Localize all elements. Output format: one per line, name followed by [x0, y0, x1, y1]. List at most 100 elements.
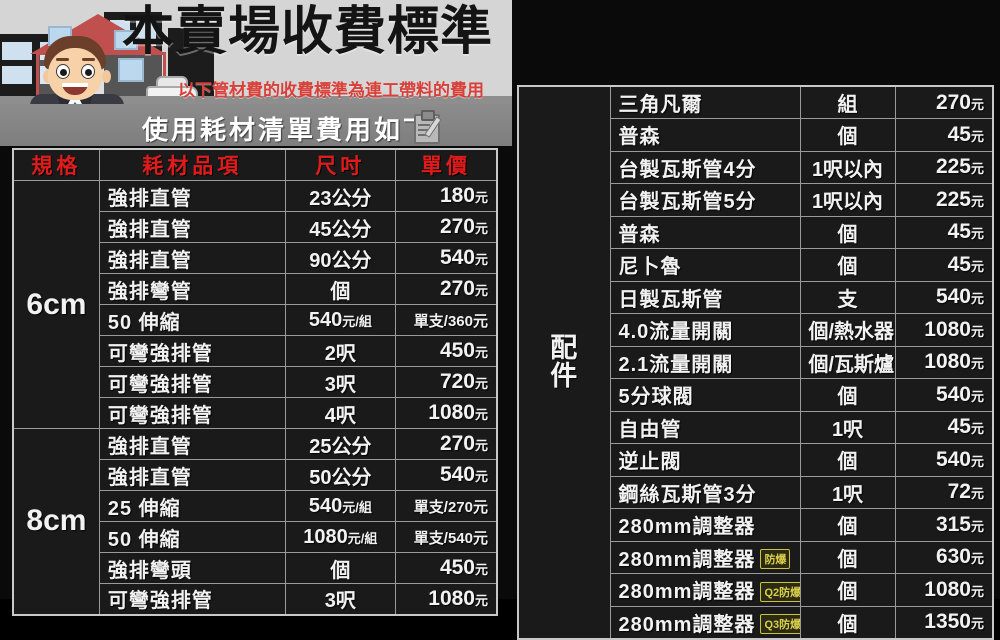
- item-name-cell: 強排直管: [98, 459, 286, 491]
- item-label: 強排直管: [107, 466, 192, 489]
- item-label: 可彎強排管: [107, 373, 213, 396]
- table-row: 配件三角凡爾 組 270元: [517, 85, 994, 639]
- table-row: 強排彎管 個 270元: [13, 273, 498, 305]
- item-label: 50 伸縮: [107, 528, 181, 551]
- item-label: 4.0流量開關: [618, 321, 734, 344]
- item-label: 2.1流量開關: [618, 353, 734, 376]
- item-name-cell: 普森: [609, 215, 801, 249]
- item-label: 280mm調整器: [618, 613, 756, 636]
- item-name-cell: 尼卜魯: [609, 248, 801, 282]
- column-header-3: 單價: [395, 148, 498, 181]
- size-cell: 4呎: [284, 397, 397, 429]
- size-cell: 1呎以內: [799, 183, 896, 217]
- table-row: 強排直管 90公分 540元: [13, 242, 498, 274]
- table-row: 尼卜魯 個 45元: [518, 248, 994, 282]
- item-label: 50 伸縮: [107, 311, 181, 334]
- table-row: 強排直管 45公分 270元: [13, 211, 498, 243]
- item-name-cell: 台製瓦斯管4分: [609, 150, 801, 184]
- building-window: [2, 66, 32, 84]
- unit-price-cell: 180元: [395, 180, 498, 212]
- item-label: 強排直管: [107, 435, 192, 458]
- size-cell: 1呎: [799, 475, 896, 509]
- mascot-eyebrow: [56, 58, 69, 61]
- item-name-cell: 280mm調整器Q3防爆附表: [609, 605, 801, 639]
- size-cell: 1呎: [799, 410, 896, 444]
- size-cell: 個/瓦斯爐: [799, 345, 896, 379]
- table-row: 5分球閥 個 540元: [518, 378, 994, 412]
- table-row: 日製瓦斯管 支 540元: [518, 280, 994, 314]
- item-name-cell: 可彎強排管: [98, 583, 286, 615]
- unit-price-cell: 1080元: [395, 397, 498, 429]
- item-label: 強排彎管: [107, 280, 192, 303]
- unit-price-cell: 270元: [395, 428, 498, 460]
- item-name-cell: 280mm調整器 防爆: [609, 540, 801, 574]
- unit-price-cell: 540元: [894, 378, 994, 412]
- table-row: 50 伸縮 1080元/組 單支/540元: [13, 521, 498, 553]
- mascot-eye: [56, 64, 70, 79]
- size-cell: 25公分: [284, 428, 397, 460]
- unit-price-cell: 單支/270元: [395, 490, 498, 522]
- unit-price-cell: 45元: [894, 215, 994, 249]
- table-row: 50 伸縮 540元/組 單支/360元: [13, 304, 498, 336]
- unit-price-cell: 315元: [894, 508, 994, 542]
- column-header-2: 尺吋: [284, 148, 397, 181]
- accessories-group-label: 配件: [517, 85, 611, 639]
- table-row: 可彎強排管 3呎 720元: [13, 366, 498, 398]
- unit-price-cell: 720元: [395, 366, 498, 398]
- item-name-cell: 台製瓦斯管5分: [609, 183, 801, 217]
- poster-band-text: 使用耗材清單費用如下: [142, 115, 433, 145]
- unit-price-cell: 450元: [395, 335, 498, 367]
- table-row: 台製瓦斯管4分 1呎以內 225元: [518, 150, 994, 184]
- item-name-cell: 三角凡爾: [609, 85, 801, 119]
- poster-title: 本賣場收費標準: [122, 3, 494, 61]
- item-label: 280mm調整器: [618, 548, 756, 571]
- size-cell: 個: [284, 273, 397, 305]
- size-cell: 50公分: [284, 459, 397, 491]
- item-name-cell: 強排直管: [98, 242, 286, 274]
- item-name-cell: 280mm調整器Q2防爆附表: [609, 573, 801, 607]
- unit-price-cell: 1080元: [894, 345, 994, 379]
- size-cell: 23公分: [284, 180, 397, 212]
- unit-price-cell: 單支/540元: [395, 521, 498, 553]
- explosion-proof-badge: 防爆: [760, 549, 791, 570]
- item-label: 強排直管: [107, 187, 192, 210]
- explosion-proof-badge: Q3防爆附表: [760, 614, 799, 635]
- table-row: 6cm 強排直管 23公分 180元: [12, 180, 498, 429]
- unit-price-cell: 540元: [894, 280, 994, 314]
- house-window: [118, 58, 144, 82]
- size-cell: 個: [799, 118, 896, 152]
- unit-price-cell: 270元: [894, 85, 994, 119]
- item-name-cell: 強排彎管: [98, 273, 286, 305]
- item-name-cell: 可彎強排管: [98, 397, 286, 429]
- item-label: 日製瓦斯管: [618, 288, 724, 311]
- poster-subtitle: 以下管材費的收費標準為連工帶料的費用: [178, 81, 484, 100]
- building-window: [2, 42, 32, 60]
- unit-price-cell: 225元: [894, 150, 994, 184]
- unit-price-cell: 1080元: [894, 313, 994, 347]
- unit-price-cell: 1080元: [395, 583, 498, 615]
- size-cell: 個: [284, 552, 397, 584]
- item-label: 台製瓦斯管5分: [618, 191, 757, 214]
- table-header-row: 規格 耗材品項 尺吋 單價: [12, 148, 498, 181]
- item-label: 強排直管: [107, 249, 192, 272]
- table-row: 自由管 1呎 45元: [518, 410, 994, 444]
- size-cell: 540元/組: [284, 490, 397, 522]
- mascot-ear: [43, 70, 52, 83]
- item-name-cell: 280mm調整器: [609, 508, 801, 542]
- size-cell: 個: [799, 378, 896, 412]
- size-cell: 3呎: [284, 583, 397, 615]
- unit-price-cell: 540元: [395, 242, 498, 274]
- table-row: 強排彎頭 個 450元: [13, 552, 498, 584]
- unit-price-cell: 72元: [894, 475, 994, 509]
- mascot-eye: [81, 64, 95, 79]
- size-cell: 45公分: [284, 211, 397, 243]
- table-row: 25 伸縮 540元/組 單支/270元: [13, 490, 498, 522]
- accessories-price-table: 配件三角凡爾組 270元 普森個 45元 台製瓦斯管4分 1呎以內 225元 台製瓦斯管5分 1…: [517, 85, 994, 640]
- item-label: 25 伸縮: [107, 497, 181, 520]
- table-row: 逆止閥 個 540元: [518, 443, 994, 477]
- item-label: 尼卜魯: [618, 256, 682, 279]
- item-name-cell: 逆止閥: [609, 443, 801, 477]
- item-label: 自由管: [618, 418, 682, 441]
- table-row: 280mm調整器 個 315元: [518, 508, 994, 542]
